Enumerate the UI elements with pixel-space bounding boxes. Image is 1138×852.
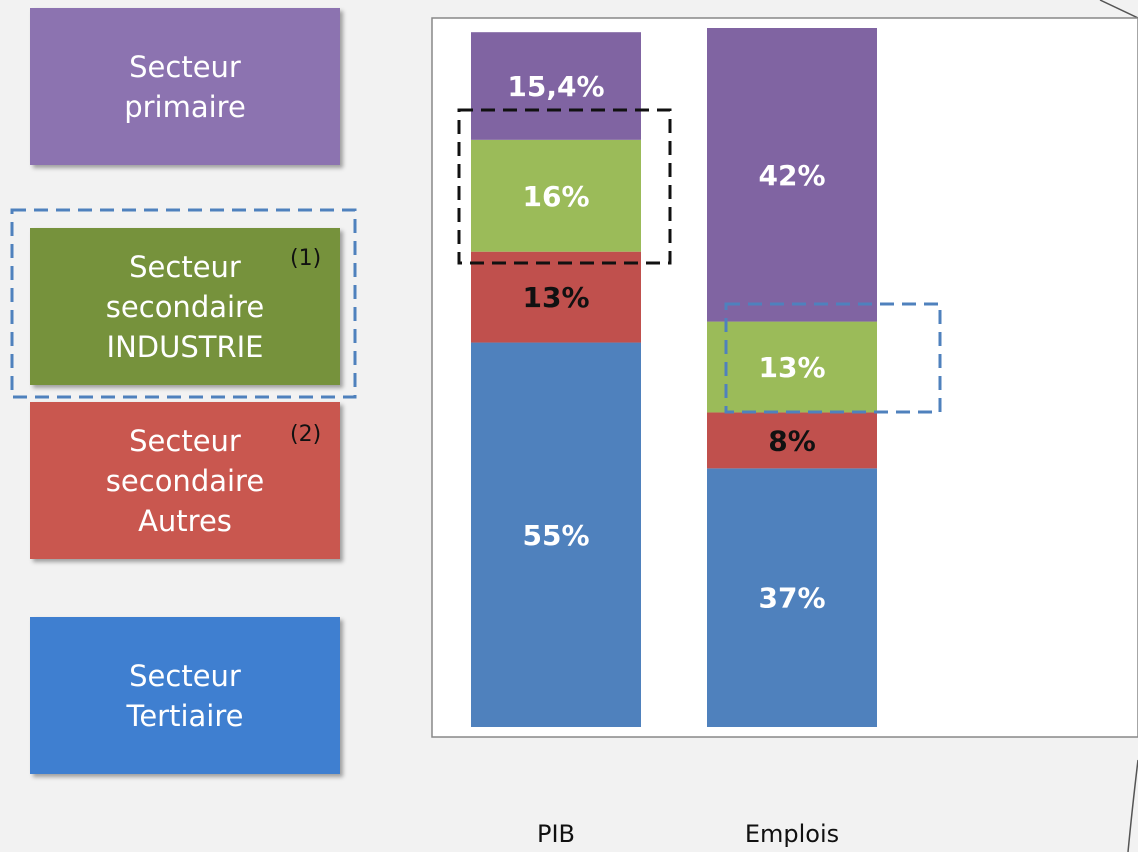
data-label: 15,4% <box>507 70 604 103</box>
data-label: 13% <box>522 281 589 314</box>
bar-segment <box>707 412 877 469</box>
data-label: 16% <box>522 180 589 213</box>
data-label: 42% <box>758 159 825 192</box>
annotation: (1) <box>290 246 322 271</box>
decor-line <box>1127 759 1138 852</box>
legend-label: Secteur primaire <box>124 49 246 124</box>
data-label: 37% <box>758 582 825 615</box>
legend-label: Secteur secondaire INDUSTRIE <box>105 249 265 364</box>
bar-segment <box>471 32 641 140</box>
data-label: 13% <box>758 351 825 384</box>
bar-segment <box>707 468 877 727</box>
highlight-box <box>457 108 672 265</box>
bar-segment <box>707 321 877 413</box>
legend-item: Secteur Tertiaire <box>30 617 340 774</box>
data-label: 55% <box>522 519 589 552</box>
legend-label: Secteur secondaire Autres <box>105 423 265 538</box>
legend-label: Secteur Tertiaire <box>126 658 244 733</box>
bar-segment <box>471 342 641 727</box>
data-label: 8% <box>768 424 816 457</box>
legend-item: Secteur secondaire INDUSTRIE <box>30 228 340 385</box>
x-tick-label: PIB <box>537 820 575 848</box>
bar-segment <box>707 28 877 322</box>
legend-item: Secteur secondaire Autres <box>30 402 340 559</box>
x-tick-label: Emplois <box>745 820 839 848</box>
annotation: (2) <box>290 422 322 447</box>
bar-segment <box>471 251 641 343</box>
decor-line <box>1099 0 1138 19</box>
legend-item: Secteur primaire <box>30 8 340 165</box>
bar-segment <box>471 139 641 252</box>
highlight-box <box>724 302 942 414</box>
